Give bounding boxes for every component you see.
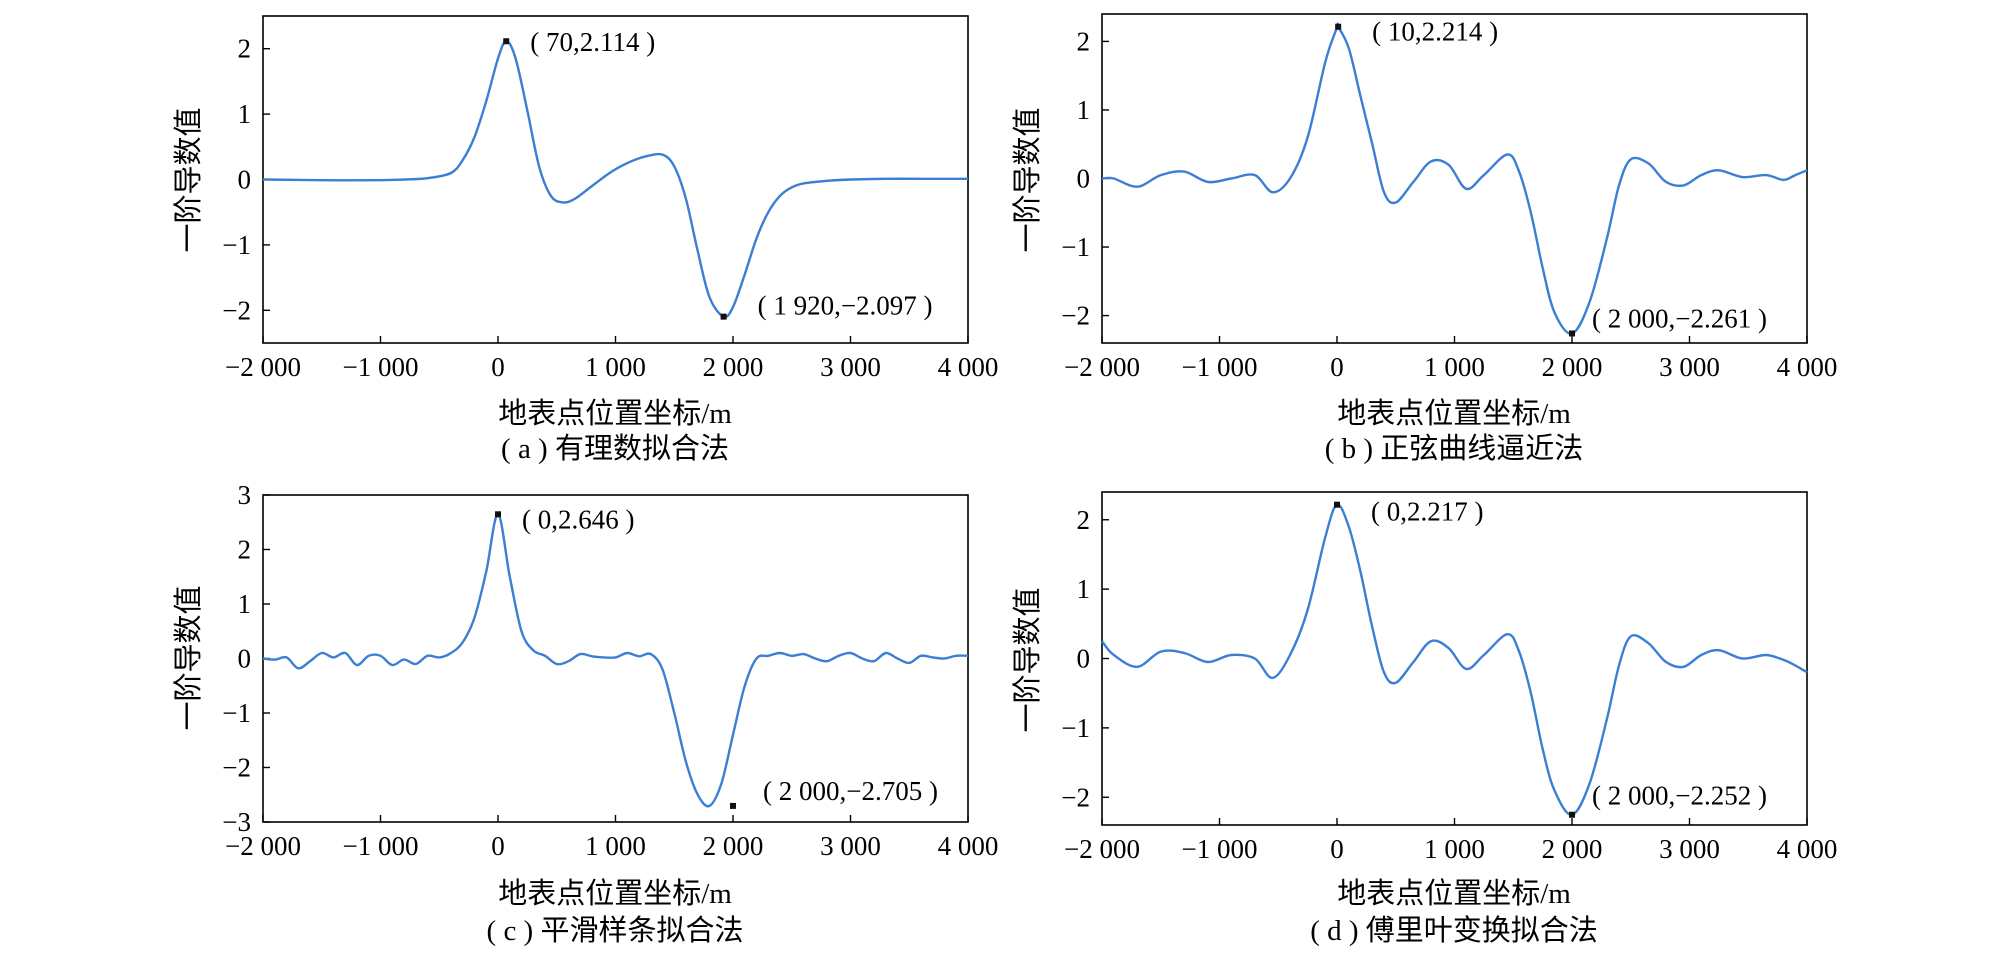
panel-caption: ( d ) 傅里叶变换拟合法	[1310, 914, 1598, 947]
y-tick-label: 0	[238, 165, 252, 195]
x-tick-label: −1 000	[1182, 352, 1258, 382]
x-tick-label: 1 000	[1424, 352, 1485, 382]
x-tick-label: 1 000	[585, 831, 646, 861]
x-tick-label: 3 000	[1659, 834, 1720, 864]
panel-d: −2 −1 0 1 2 −2 000 −1 000 0 1 000 2 000 3 000 4 00…	[1011, 491, 1838, 947]
panel-caption: ( c ) 平滑样条拟合法	[487, 914, 744, 947]
panel-caption: ( b ) 正弦曲线逼近法	[1325, 432, 1584, 465]
x-tick-label: 4 000	[938, 831, 999, 861]
x-tick-label: −2 000	[1064, 834, 1140, 864]
series-line	[262, 513, 969, 808]
x-axis-label: 地表点位置坐标/m	[498, 397, 732, 430]
peak-annotation: ( 10,2.214 )	[1372, 17, 1498, 47]
x-tick-label: 4 000	[1777, 834, 1838, 864]
trough-marker	[1569, 811, 1575, 818]
x-tick-label: −2 000	[225, 352, 301, 382]
y-tick-label: −3	[222, 807, 251, 837]
trough-annotation: ( 2 000,−2.705 )	[763, 776, 938, 806]
x-axis-label: 地表点位置坐标/m	[498, 877, 732, 910]
x-tick-label: 3 000	[820, 352, 881, 382]
y-tick-label: −1	[1061, 232, 1090, 262]
x-tick-label: 2 000	[703, 352, 764, 382]
x-tick-label: 4 000	[1777, 352, 1838, 382]
x-tick-label: −1 000	[1182, 834, 1258, 864]
y-tick-label: 1	[238, 589, 252, 619]
series-line	[1101, 503, 1808, 816]
y-tick-label: −1	[222, 230, 251, 260]
y-tick-label: 1	[238, 99, 252, 129]
y-tick-label: 1	[1077, 574, 1091, 604]
x-tick-label: 0	[1330, 834, 1344, 864]
y-tick-label: −2	[222, 753, 251, 783]
y-tick-label: 0	[1077, 164, 1091, 194]
x-tick-label: 2 000	[1542, 834, 1603, 864]
series-line	[1101, 22, 1808, 335]
x-tick-label: 1 000	[585, 352, 646, 382]
peak-annotation: ( 0,2.217 )	[1371, 497, 1483, 527]
x-tick-label: 0	[1330, 352, 1344, 382]
y-tick-label: 2	[238, 535, 252, 565]
x-axis-label: 地表点位置坐标/m	[1337, 877, 1571, 910]
peak-marker	[495, 511, 501, 518]
y-tick-label: 2	[1077, 505, 1091, 535]
peak-marker	[1335, 23, 1342, 30]
panel-b: −2 −1 0 1 2 −2 000 −1 000 0 1 000 2 000 3 000 4 00…	[1011, 13, 1838, 465]
x-tick-label: −1 000	[343, 831, 419, 861]
x-tick-label: 3 000	[820, 831, 881, 861]
x-tick-label: 0	[491, 831, 505, 861]
x-tick-label: 1 000	[1424, 834, 1485, 864]
panel-caption: ( a ) 有理数拟合法	[501, 432, 729, 465]
trough-annotation: ( 1 920,−2.097 )	[758, 291, 933, 321]
y-tick-label: 2	[1077, 26, 1091, 56]
y-tick-label: −2	[1061, 782, 1090, 812]
y-tick-label: 1	[1077, 95, 1091, 125]
y-tick-label: −1	[222, 698, 251, 728]
x-tick-label: 3 000	[1659, 352, 1720, 382]
peak-annotation: ( 0,2.646 )	[522, 504, 634, 534]
y-axis-label: 一阶导数值	[172, 107, 205, 252]
x-tick-label: −2 000	[1064, 352, 1140, 382]
trough-marker	[1569, 330, 1575, 337]
y-tick-label: −2	[1061, 301, 1090, 331]
x-tick-label: −1 000	[343, 352, 419, 382]
series-line	[262, 39, 968, 319]
x-axis-label: 地表点位置坐标/m	[1337, 397, 1571, 430]
x-tick-label: −2 000	[225, 831, 301, 861]
x-tick-label: 0	[491, 352, 505, 382]
y-tick-label: −2	[222, 295, 251, 325]
x-tick-label: 4 000	[938, 352, 999, 382]
peak-marker	[1334, 501, 1340, 508]
y-axis-label: 一阶导数值	[1011, 107, 1044, 252]
panel-a: −2 −1 0 1 2 −2 000 −1 000 0 1 000 2 000 3 000 4 00…	[172, 15, 999, 465]
trough-marker	[730, 802, 736, 809]
peak-annotation: ( 70,2.114 )	[530, 27, 655, 57]
y-tick-label: −1	[1061, 713, 1090, 743]
peak-marker	[503, 38, 510, 45]
plot-area-frame	[1101, 491, 1808, 826]
plot-area-frame	[1101, 13, 1808, 344]
y-tick-label: 0	[238, 644, 252, 674]
trough-marker	[720, 313, 727, 320]
trough-annotation: ( 2 000,−2.261 )	[1592, 303, 1767, 333]
panel-c: −3 −2 −1 0 1 2 3 −2 000 −1 000 0 1 000 2 000 3 000 4…	[172, 480, 998, 947]
x-tick-label: 2 000	[703, 831, 764, 861]
y-tick-label: 0	[1077, 644, 1091, 674]
y-tick-label: 3	[238, 480, 252, 510]
y-axis-label: 一阶导数值	[1011, 587, 1044, 732]
y-axis-label: 一阶导数值	[172, 585, 205, 730]
trough-annotation: ( 2 000,−2.252 )	[1592, 781, 1767, 811]
y-tick-label: 2	[238, 34, 252, 64]
x-tick-label: 2 000	[1542, 352, 1603, 382]
